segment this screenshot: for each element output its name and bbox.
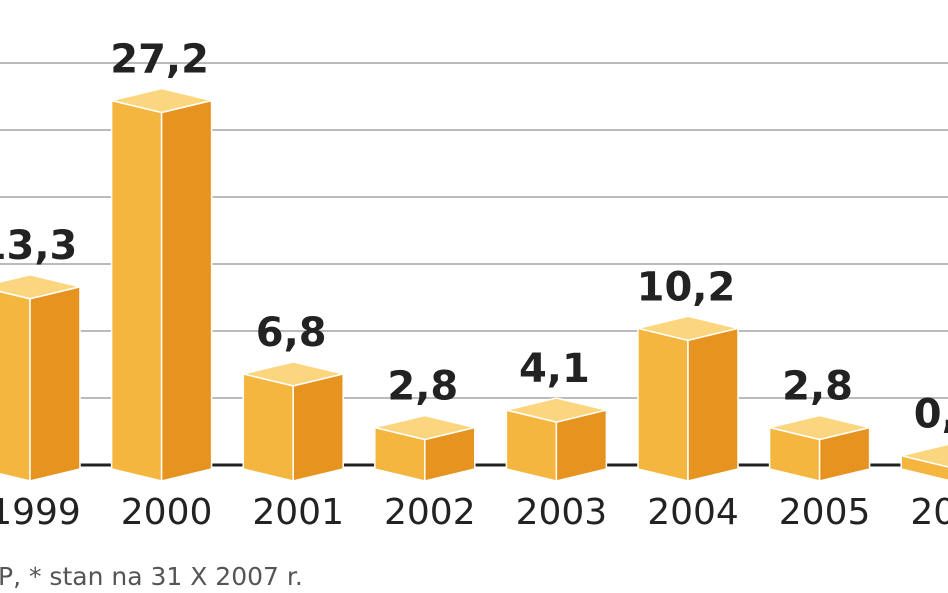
bar-top (111, 87, 212, 114)
bar-side (160, 99, 213, 482)
value-label: 13,3 (0, 223, 77, 269)
value-label: 10,2 (637, 264, 736, 310)
x-tick-label: 2004 (647, 492, 739, 533)
bar-top (243, 361, 344, 387)
bar (900, 443, 948, 482)
bar (0, 274, 81, 482)
value-label: 4,1 (519, 346, 590, 392)
bar-top (637, 315, 739, 342)
bar-top (0, 274, 81, 300)
x-tick-label: 2001 (252, 492, 344, 533)
bar-side (292, 372, 344, 482)
source-note: P, * stan na 31 X 2007 r. (0, 562, 303, 591)
x-tick-label: 2000 (121, 492, 213, 533)
bar-top (506, 397, 607, 423)
bar-front (242, 372, 294, 482)
bar (242, 361, 344, 482)
value-label: 2,8 (387, 363, 458, 409)
x-tick-label: 2006 (910, 492, 948, 533)
bar-side (687, 327, 739, 482)
x-tick-label: 2003 (516, 492, 608, 533)
x-tick-label: 1999 (0, 492, 81, 533)
value-label: 2,8 (782, 363, 853, 409)
bar (637, 315, 739, 482)
x-tick-label: 2002 (384, 492, 476, 533)
value-label: 0,7 (914, 392, 948, 438)
value-label: 6,8 (256, 310, 327, 356)
bar-front (0, 290, 31, 482)
bar-top (901, 443, 948, 468)
bar-top (769, 414, 870, 441)
bar (505, 397, 608, 482)
value-label: 27,2 (110, 37, 209, 83)
bar-front (637, 327, 689, 482)
bar-front (110, 99, 163, 482)
bar (768, 414, 871, 482)
bar-side (29, 285, 81, 482)
bar-top (374, 414, 475, 441)
bar (110, 87, 213, 482)
bar (374, 414, 476, 482)
x-tick-label: 2005 (779, 492, 871, 533)
